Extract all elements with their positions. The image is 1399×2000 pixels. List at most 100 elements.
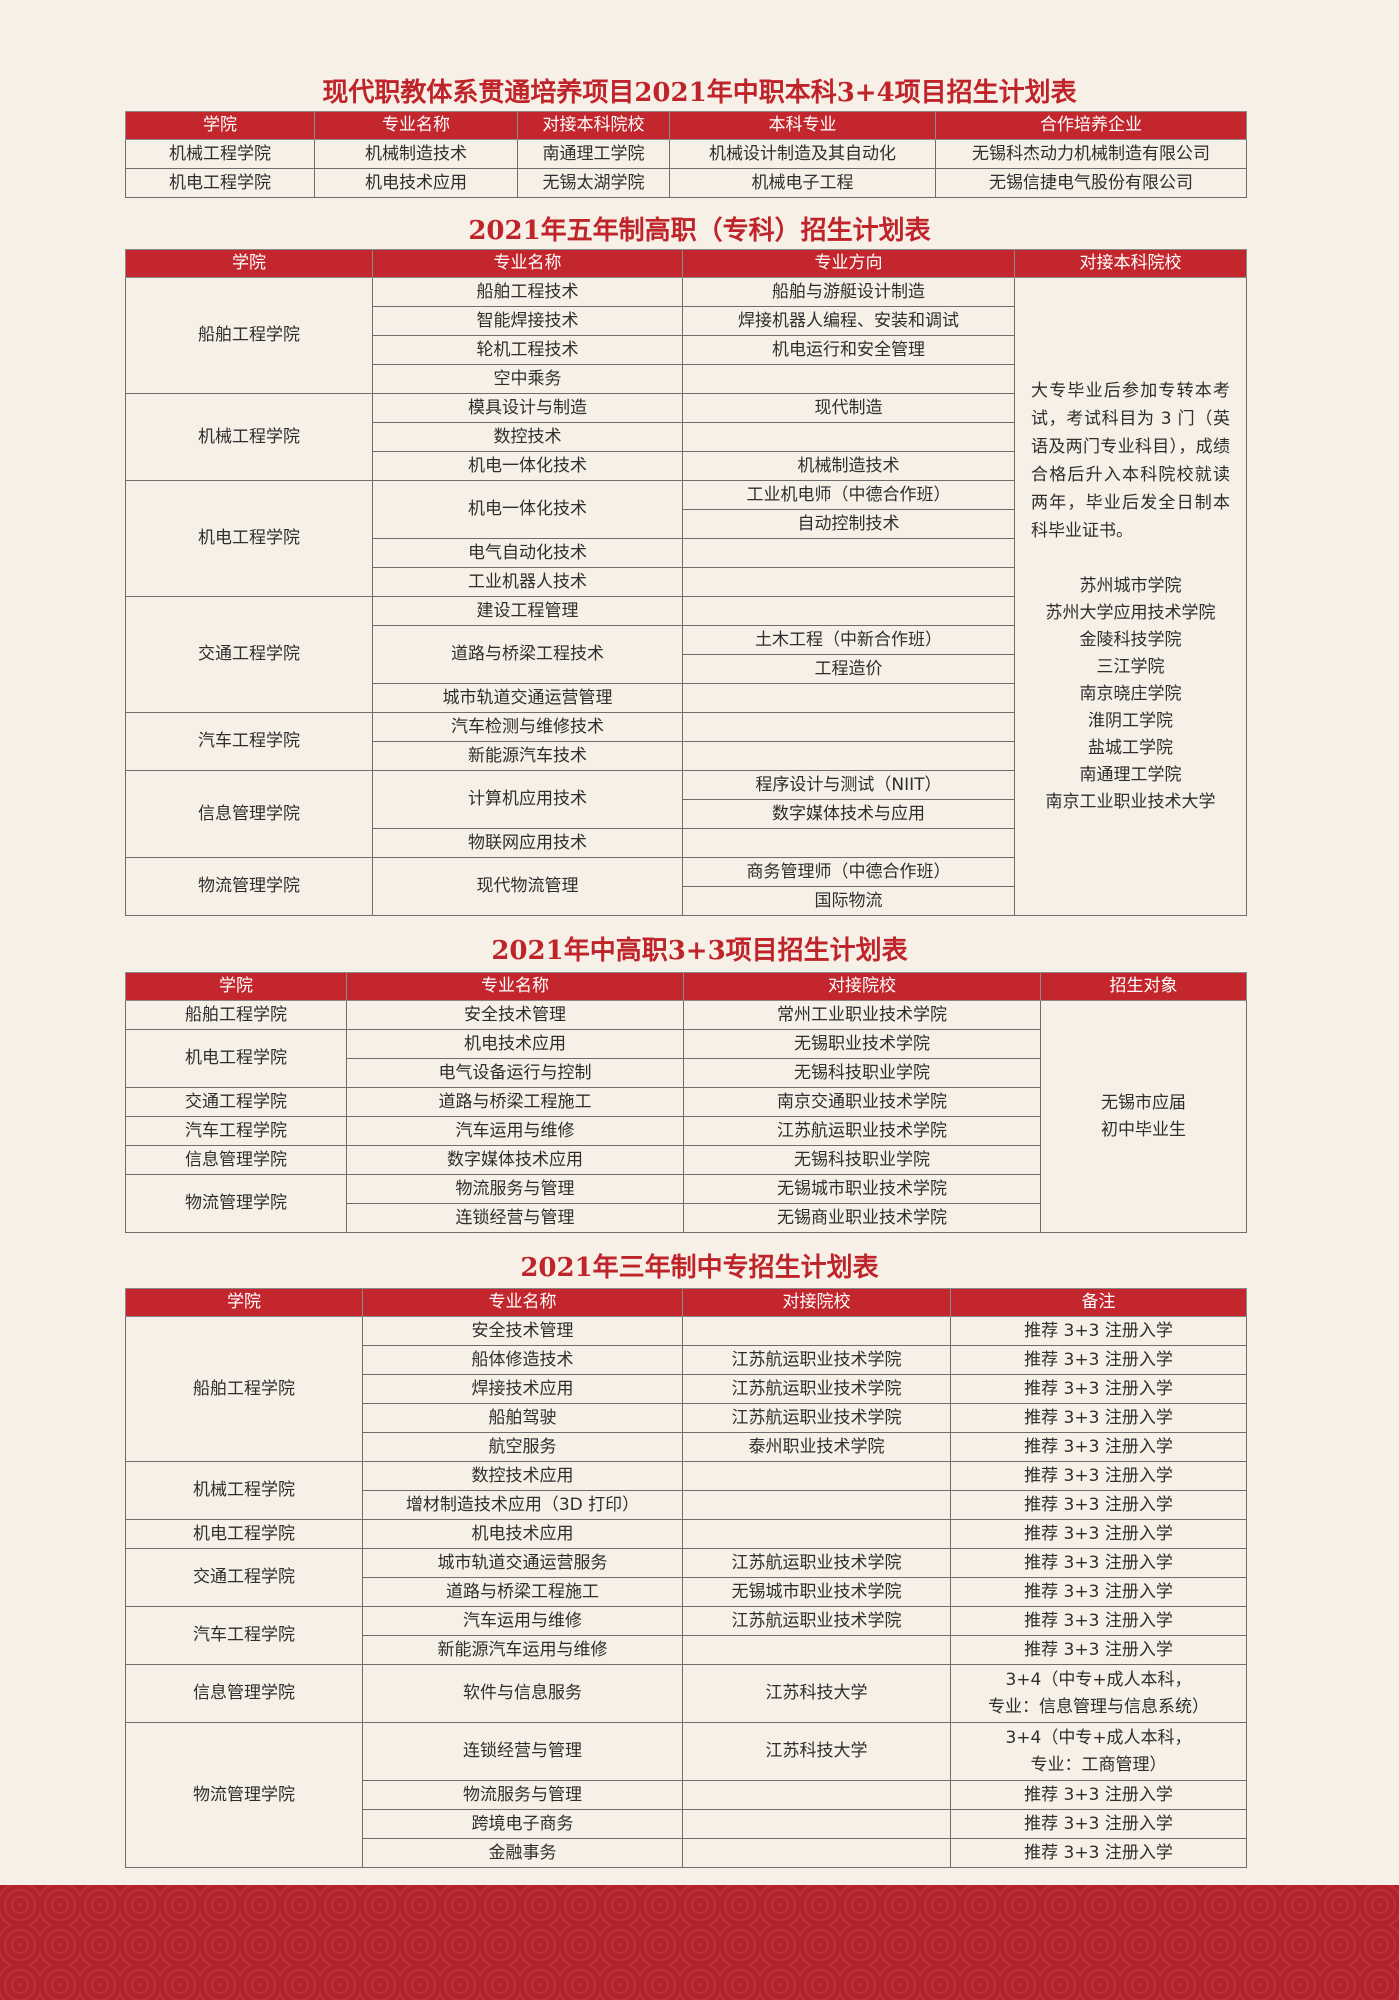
cell: 连锁经营与管理 xyxy=(362,1722,683,1781)
text-line: 苏州城市学院 xyxy=(1079,576,1182,596)
text-line: 推荐 3+3 注册入学 xyxy=(1024,1349,1173,1370)
row: 物流管理学院 连锁经营与管理 江苏科技大学 3+4（中专+成人本科， 专业：工商管理） xyxy=(125,1722,1247,1868)
cell: 机电工程学院 xyxy=(125,480,373,597)
header-row: 学院 专业名称 对接院校 招生对象 xyxy=(125,972,1247,1001)
text-line: 推荐 3+3 注册入学 xyxy=(1024,1552,1173,1573)
cell: 船舶工程学院 xyxy=(125,1316,363,1462)
cell: 安全技术管理 xyxy=(346,1000,684,1030)
row: 船体修造技术 江苏航运职业技术学院 推荐 3+3 注册入学 xyxy=(126,1345,1247,1375)
row: 城市轨道交通运营管理 xyxy=(126,683,1247,713)
cell: 数字媒体技术应用 xyxy=(346,1145,684,1175)
cell xyxy=(682,828,1015,858)
cell: 道路与桥梁工程施工 xyxy=(346,1087,684,1117)
title: 2021年中高职3+3项目招生计划表 xyxy=(491,936,908,966)
cell: 机械设计制造及其自动化 xyxy=(669,139,936,169)
cell: 船舶驾驶 xyxy=(362,1403,683,1433)
cell: 泰州职业技术学院 xyxy=(682,1432,951,1462)
cell: 汽车工程学院 xyxy=(125,712,373,771)
header-cell: 备注 xyxy=(950,1288,1247,1317)
cell: 推荐 3+3 注册入学 xyxy=(950,1635,1247,1665)
row: 电气设备运行与控制 无锡科技职业学院 xyxy=(126,1058,1247,1088)
table-section: 学院 专业名称 对接院校 备注 船舶工程学院 安全技术管理 推荐 3+3 注册入学 船体修造技… xyxy=(125,1288,1247,1868)
row: 交通工程学院 建设工程管理 xyxy=(125,596,1247,713)
cell: 机电一体化技术 xyxy=(372,451,683,481)
row: 机电工程学院 机电技术应用 无锡太湖学院 机械电子工程 无锡信捷电气股份有限公司 xyxy=(125,168,1247,198)
cell: 无锡城市职业技术学院 xyxy=(683,1174,1041,1204)
text-line: 金陵科技学院 xyxy=(1079,630,1182,650)
row: 船舶工程学院 船舶工程技术 船舶与游艇设计制造 大专毕业后参加专转本考试，考试科目为 … xyxy=(125,277,1247,916)
row: 物流管理学院 现代物流管理 商务管理师（中德合作班） xyxy=(125,857,1247,916)
cell: 推荐 3+3 注册入学 xyxy=(950,1577,1247,1607)
cell xyxy=(682,741,1015,771)
cell: 安全技术管理 xyxy=(362,1316,683,1346)
text-line: 南京工业职业技术大学 xyxy=(1045,792,1216,812)
row: 船舶工程学院 安全技术管理 推荐 3+3 注册入学 xyxy=(125,1316,1247,1462)
cell: 推荐 3+3 注册入学 xyxy=(950,1809,1247,1839)
row: 物联网应用技术 xyxy=(126,828,1247,858)
table: 学院 专业名称 对接院校 备注 船舶工程学院 安全技术管理 推荐 3+3 注册入学 船体修造技… xyxy=(125,1288,1247,1868)
title: 现代职教体系贯通培养项目2021年中职本科3+4项目招生计划表 xyxy=(322,78,1077,108)
cell: 焊接机器人编程、安装和调试 xyxy=(682,306,1015,336)
header-row: 学院 专业名称 对接本科院校 本科专业 合作培养企业 xyxy=(125,111,1247,140)
text-line: 专业：工商管理） xyxy=(1030,1754,1167,1775)
cell: 推荐 3+3 注册入学 xyxy=(950,1316,1247,1346)
text-line: 南京晓庄学院 xyxy=(1079,684,1182,704)
row: 数字媒体技术与应用 xyxy=(126,799,1247,829)
text-line: 推荐 3+3 注册入学 xyxy=(1024,1581,1173,1602)
cell: 江苏航运职业技术学院 xyxy=(682,1403,951,1433)
cell: 推荐 3+3 注册入学 xyxy=(950,1374,1247,1404)
row: 机电工程学院 机电技术应用 推荐 3+3 注册入学 xyxy=(125,1519,1247,1549)
cell: 船体修造技术 xyxy=(362,1345,683,1375)
cell: 机电工程学院 xyxy=(125,1519,363,1549)
text-line: 推荐 3+3 注册入学 xyxy=(1024,1842,1173,1863)
table: 学院 专业名称 专业方向 对接本科院校 船舶工程学院 船舶工程技术 船舶与游艇设计制造 大专毕… xyxy=(125,249,1247,916)
cell: 汽车运用与维修 xyxy=(346,1116,684,1146)
header-cell: 招生对象 xyxy=(1040,972,1247,1001)
cell: 汽车工程学院 xyxy=(125,1606,363,1665)
row: 工业机器人技术 xyxy=(126,567,1247,597)
cell: 机电技术应用 xyxy=(314,168,518,198)
text-line: 三江学院 xyxy=(1096,657,1165,677)
cell: 工业机电师（中德合作班） xyxy=(682,480,1015,510)
cell: 城市轨道交通运营服务 xyxy=(362,1548,683,1578)
cell: 数控技术应用 xyxy=(362,1461,683,1491)
cell: 程序设计与测试（NIIT） xyxy=(682,770,1015,800)
cell: 机械工程学院 xyxy=(125,393,373,481)
text-line: 推荐 3+3 注册入学 xyxy=(1024,1813,1173,1834)
cell: 交通工程学院 xyxy=(125,596,373,713)
cell: 机械电子工程 xyxy=(669,168,936,198)
row: 新能源汽车运用与维修 推荐 3+3 注册入学 xyxy=(126,1635,1247,1665)
row: 船舶工程学院 安全技术管理 常州工业职业技术学院 无锡市应届 初中毕业生 xyxy=(125,1000,1247,1233)
row: 跨境电子商务 推荐 3+3 注册入学 xyxy=(126,1809,1247,1839)
cell xyxy=(682,596,1015,626)
text-line: 推荐 3+3 注册入学 xyxy=(1024,1639,1173,1660)
header-cell: 学院 xyxy=(125,1288,363,1317)
text-line: 淮阴工学院 xyxy=(1088,711,1173,731)
cell: 电气设备运行与控制 xyxy=(346,1058,684,1088)
cell: 无锡太湖学院 xyxy=(517,168,670,198)
cell: 自动控制技术 xyxy=(682,509,1015,539)
cell: 推荐 3+3 注册入学 xyxy=(950,1838,1247,1868)
table: 学院 专业名称 对接本科院校 本科专业 合作培养企业 机械工程学院 机械制造技术 南通理工学院… xyxy=(125,111,1247,198)
cell: 江苏航运职业技术学院 xyxy=(682,1374,951,1404)
cell xyxy=(682,1780,951,1810)
header-cell: 本科专业 xyxy=(669,111,936,140)
cell: 无锡城市职业技术学院 xyxy=(682,1577,951,1607)
cell xyxy=(682,1838,951,1868)
table-section: 学院 专业名称 对接院校 招生对象 船舶工程学院 安全技术管理 常州工业职业技术学院 无锡市应… xyxy=(125,972,1247,1233)
cell: 空中乘务 xyxy=(372,364,683,394)
header-cell: 专业名称 xyxy=(346,972,684,1001)
text-line: 盐城工学院 xyxy=(1088,738,1173,758)
row: 轮机工程技术 机电运行和安全管理 xyxy=(126,335,1247,365)
text-line: 推荐 3+3 注册入学 xyxy=(1024,1784,1173,1805)
cell: 机械工程学院 xyxy=(125,1461,363,1520)
row: 机械工程学院 机械制造技术 南通理工学院 机械设计制造及其自动化 无锡科杰动力机械制造有… xyxy=(125,139,1247,169)
cell: 机电技术应用 xyxy=(362,1519,683,1549)
cell: 船舶工程技术 xyxy=(372,277,683,307)
cell: 焊接技术应用 xyxy=(362,1374,683,1404)
cell xyxy=(682,538,1015,568)
row: 机电一体化技术 机械制造技术 xyxy=(126,451,1247,481)
row: 增材制造技术应用（3D 打印） 推荐 3+3 注册入学 xyxy=(126,1490,1247,1520)
cell: 推荐 3+3 注册入学 xyxy=(950,1519,1247,1549)
